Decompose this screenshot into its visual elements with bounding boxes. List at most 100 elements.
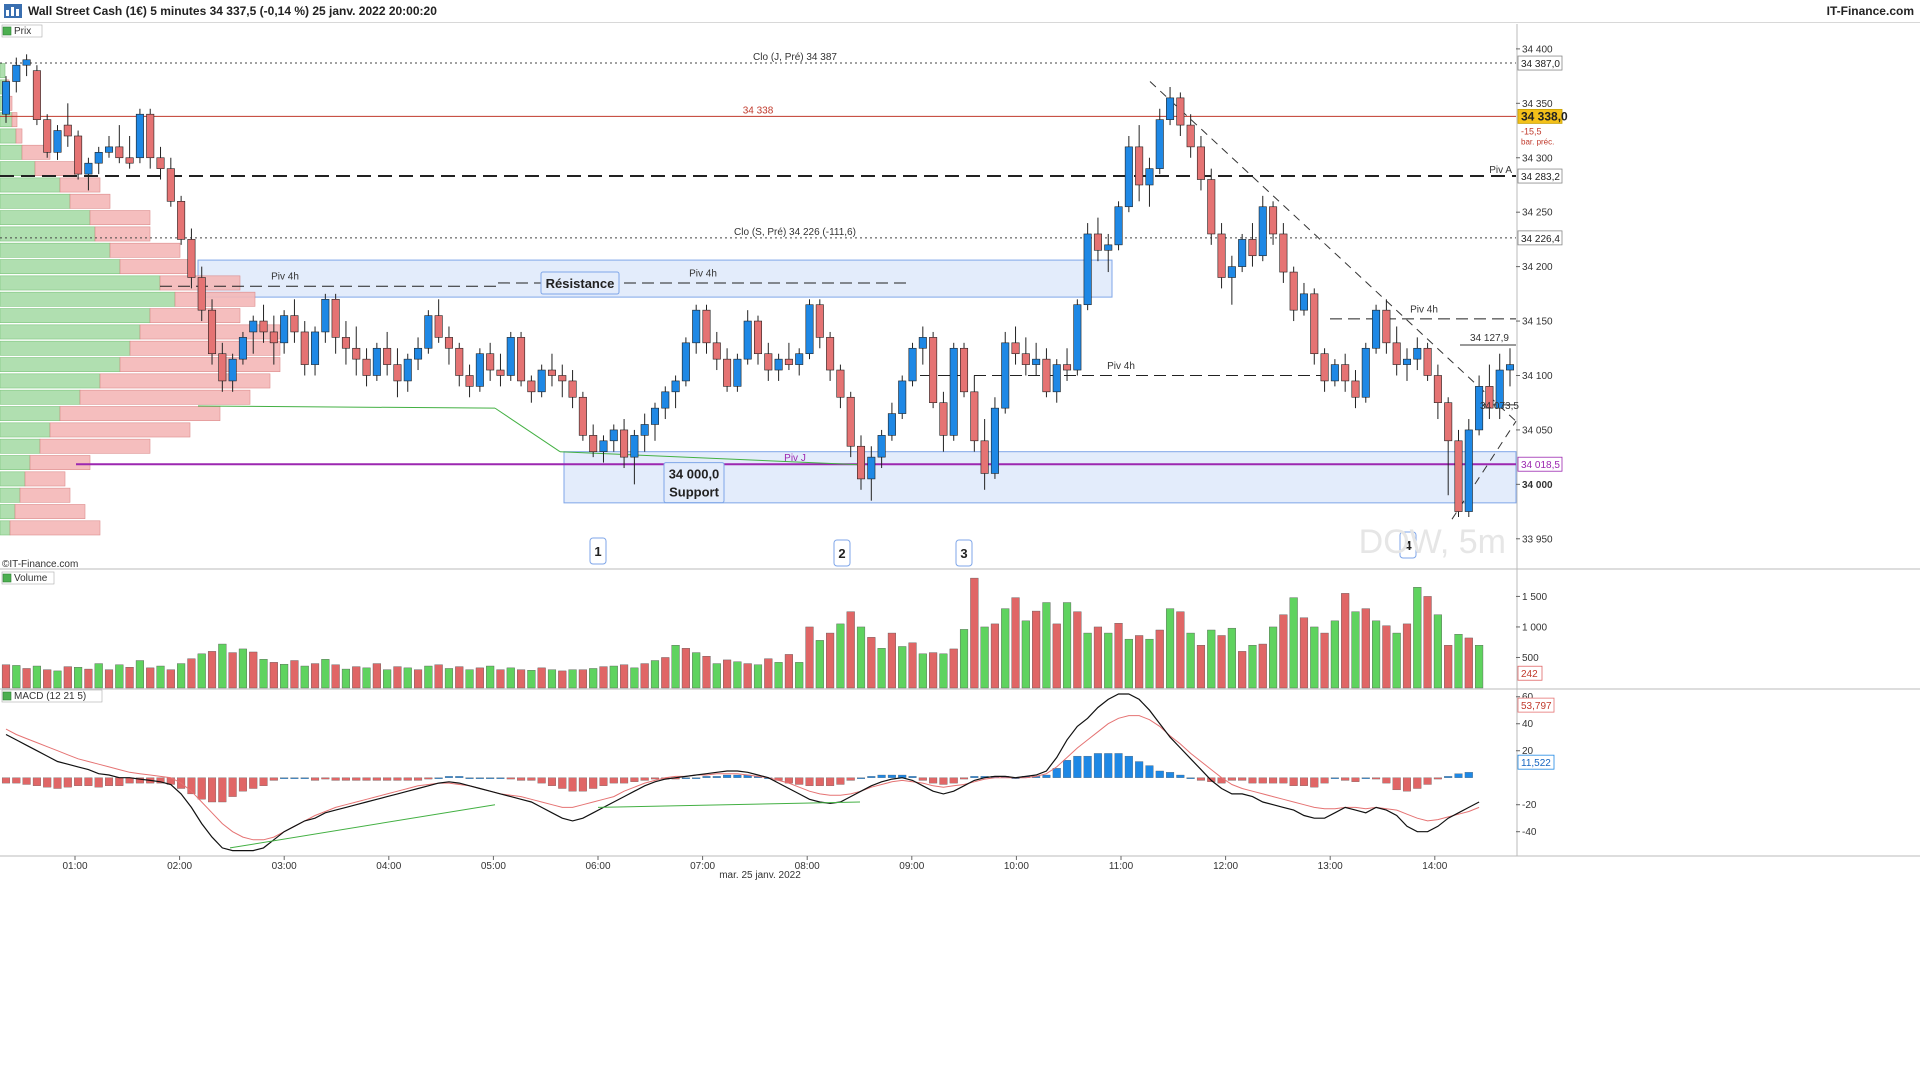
macd-histogram-bar (1, 777, 11, 784)
candle-body (898, 380, 907, 414)
candle (1320, 348, 1329, 392)
volume-bar (1423, 596, 1432, 689)
macd-histogram-bar (352, 777, 361, 781)
candle-body (32, 70, 41, 120)
macd-histogram-bar (465, 777, 474, 779)
candle-body (1413, 347, 1422, 360)
volume-bar (290, 660, 299, 689)
level-price-label: 34 283,2 (1521, 172, 1560, 183)
candle (764, 342, 773, 381)
volume-bar (908, 642, 917, 689)
volume-bar (1475, 645, 1484, 689)
candle (63, 103, 72, 147)
candle (578, 391, 587, 441)
volume-last-label: 242 (1521, 669, 1538, 680)
volume-bar (1073, 611, 1082, 689)
volume-bar (1330, 620, 1339, 689)
profile-buy-bar (0, 144, 23, 160)
last-low-label: 34 073,5 (1480, 401, 1519, 412)
volume-bar (1258, 643, 1267, 689)
volume-bar (609, 665, 618, 689)
candle (249, 315, 258, 354)
candle-body (1289, 271, 1298, 311)
macd-histogram-bar (1464, 772, 1473, 778)
volume-bar (589, 668, 598, 689)
candle-body (1217, 233, 1226, 278)
candle (702, 304, 711, 354)
candle (1104, 233, 1113, 273)
volume-tick-label: 500 (1522, 653, 1539, 664)
candle-body (1227, 266, 1236, 278)
macd-tick-label: 20 (1522, 746, 1534, 757)
candle-body (1361, 347, 1370, 398)
volume-bar (1289, 597, 1298, 689)
candle-body (857, 445, 866, 480)
candle (1475, 375, 1484, 436)
macd-histogram-bar (1330, 777, 1339, 779)
brand-link[interactable]: IT-Finance.com (1826, 4, 1914, 18)
candle-body (249, 320, 258, 333)
candle (84, 157, 93, 191)
macd-histogram-bar (1444, 776, 1453, 778)
candle-body (105, 146, 114, 153)
volume-bar (341, 668, 351, 689)
volume-bar (867, 637, 876, 689)
piv4h-label: Piv 4h (271, 272, 299, 283)
time-tick-label: 14:00 (1422, 861, 1447, 872)
candle-body (764, 353, 773, 371)
candle (1227, 255, 1236, 305)
level-price-tag (1517, 168, 1563, 184)
macd-histogram-bar (1361, 777, 1370, 779)
volume-bar (1433, 614, 1442, 689)
candle (1444, 397, 1453, 496)
volume-bar (764, 658, 773, 689)
candle (620, 419, 629, 469)
candle-body (1341, 364, 1350, 382)
candle (795, 348, 804, 376)
volume-bar (1001, 608, 1010, 689)
level-price-label: 34 018,5 (1521, 460, 1560, 471)
macd-value-tag (1517, 697, 1555, 713)
profile-buy-bar (0, 210, 91, 226)
macd-histogram-bar (650, 777, 659, 780)
candle-body (589, 435, 598, 452)
candle-body (1372, 309, 1381, 349)
candle (1135, 125, 1144, 202)
candle-body (1155, 119, 1164, 169)
macd-histogram-bar (403, 777, 412, 781)
volume-bar (887, 632, 896, 689)
macd-histogram-bar (249, 777, 258, 789)
volume-bar (352, 666, 361, 689)
candle (1021, 337, 1030, 376)
volume-bar (177, 663, 186, 689)
volume-bar (393, 666, 402, 689)
macd-histogram-bar (269, 777, 278, 781)
volume-bar (774, 662, 783, 689)
candle-body (640, 424, 649, 436)
macd-histogram-bar (1279, 777, 1288, 784)
candle (94, 146, 103, 175)
candle (135, 108, 144, 164)
point-marker-box (833, 539, 851, 567)
macd-histogram-bar (1042, 774, 1051, 778)
volume-bar (259, 659, 268, 689)
macd-histogram-bar (589, 777, 598, 789)
volume-bar (939, 653, 948, 689)
profile-buy-bar (0, 275, 161, 291)
candle (867, 446, 876, 501)
profile-buy-bar (0, 242, 111, 258)
candle-body (1248, 239, 1257, 257)
candle (475, 348, 484, 392)
time-tick-label: 01:00 (62, 861, 87, 872)
volume-bar (959, 629, 969, 689)
candle (383, 331, 392, 376)
macd-histogram-bar (908, 776, 917, 778)
profile-buy-bar (0, 487, 21, 503)
profile-buy-bar (0, 406, 61, 421)
point-marker-label: 4 (1404, 538, 1412, 553)
level-price-label: 34 226,4 (1521, 234, 1560, 245)
candle-body (1464, 429, 1473, 512)
candle (1063, 348, 1072, 381)
volume-bar (465, 669, 474, 689)
